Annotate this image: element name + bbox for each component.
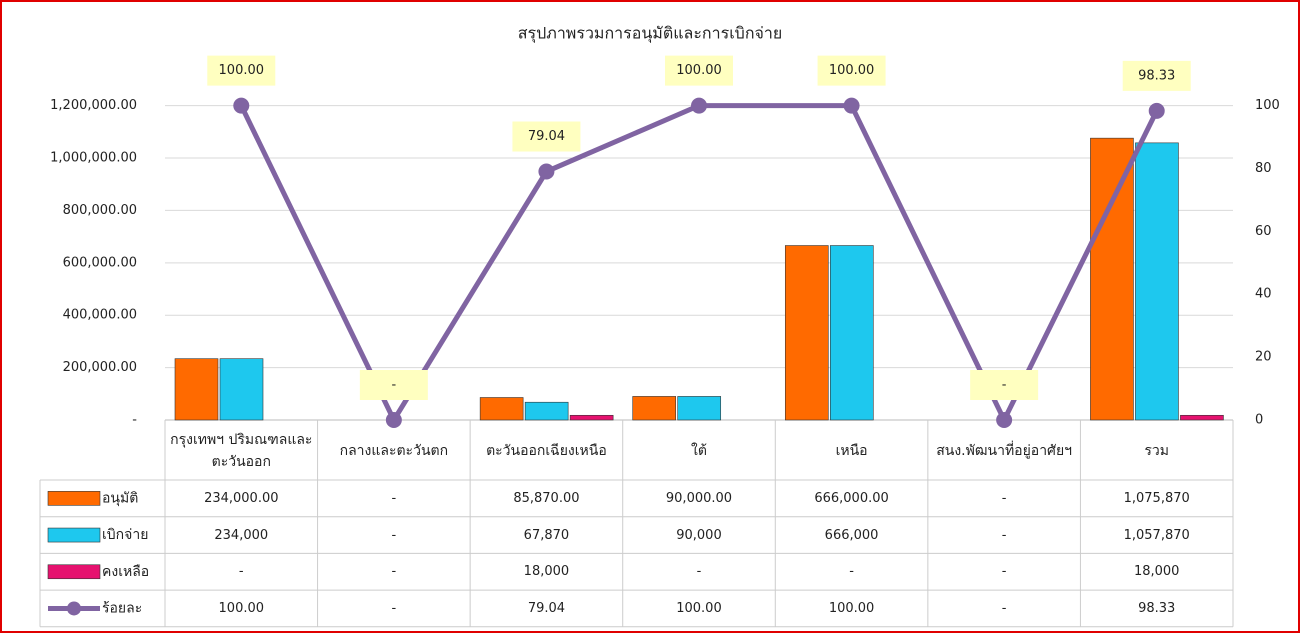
table-cell: -	[391, 527, 397, 543]
table-cell: -	[391, 564, 397, 580]
table-cell: 67,870	[523, 527, 570, 543]
legend-label: ร้อยละ	[102, 600, 142, 616]
bar	[784, 245, 829, 421]
line-marker	[385, 412, 402, 428]
table-cell: -	[1001, 490, 1007, 506]
chart-title: สรุปภาพรวมการอนุมัติและการเบิกจ่าย	[518, 24, 783, 44]
line-marker	[233, 97, 250, 114]
table-cell: 666,000	[824, 527, 879, 543]
data-label: 98.33	[1138, 68, 1175, 83]
table-cell: 98.33	[1138, 600, 1176, 616]
table-cell: -	[1001, 600, 1007, 616]
table-cell: 18,000	[1133, 564, 1180, 580]
y2-tick-label: 40	[1255, 287, 1272, 302]
y-tick-label: 200,000.00	[63, 360, 137, 375]
bar	[677, 396, 722, 421]
data-label-box	[512, 121, 581, 152]
data-label: -	[392, 378, 397, 393]
data-label-box	[359, 370, 428, 400]
legend-swatch	[47, 527, 101, 543]
bar	[829, 245, 874, 421]
legend-swatch	[47, 491, 101, 506]
table-cell: -	[238, 564, 244, 580]
table-cell: -	[696, 564, 702, 580]
data-label: 79.04	[528, 129, 565, 144]
y-tick-label: -	[132, 413, 137, 428]
x-tick-label: ตะวันออกเฉียงเหนือ	[486, 443, 607, 459]
table-cell: 1,057,870	[1123, 527, 1190, 543]
y2-tick-label: 20	[1255, 350, 1272, 365]
table-cell: 100.00	[218, 600, 265, 616]
table-cell: 100.00	[676, 600, 722, 616]
y-tick-label: 600,000.00	[63, 255, 137, 270]
table-cell: 90,000	[676, 527, 722, 543]
line-marker	[538, 163, 555, 180]
bar	[524, 401, 569, 421]
line-marker	[996, 412, 1013, 428]
y2-tick-label: 60	[1255, 224, 1272, 239]
table-cell: 100.00	[828, 600, 875, 616]
table-cell: 666,000.00	[814, 490, 889, 506]
data-label: 100.00	[829, 63, 875, 78]
table-cell: 1,075,870	[1123, 490, 1190, 506]
y2-tick-label: 80	[1255, 161, 1272, 176]
table-cell: -	[1001, 527, 1007, 543]
x-tick-label: ใต้	[691, 443, 707, 459]
data-label: 100.00	[676, 63, 722, 78]
table-cell: -	[849, 564, 854, 580]
bar	[569, 414, 614, 421]
data-label: -	[1002, 378, 1007, 393]
bar	[1180, 414, 1224, 421]
data-label-box	[665, 55, 733, 86]
legend-swatch	[47, 564, 101, 580]
bar	[632, 396, 677, 421]
x-tick-label: กรุงเทพฯ ปริมณฑลและตะวันออก	[170, 432, 313, 470]
bar	[174, 358, 219, 421]
data-label-box	[207, 55, 276, 86]
bar	[1090, 137, 1134, 421]
y-tick-label: 1,000,000.00	[50, 151, 137, 166]
table-cell: 234,000	[214, 527, 269, 543]
y-tick-label: 800,000.00	[63, 203, 137, 218]
bar	[479, 397, 524, 421]
bar	[219, 358, 264, 421]
legend-swatch	[67, 601, 81, 616]
table-cell: 90,000.00	[665, 490, 733, 506]
y2-tick-label: 100	[1255, 98, 1280, 113]
table-cell: -	[391, 600, 397, 616]
data-label: 100.00	[219, 63, 265, 78]
y-tick-label: 400,000.00	[63, 308, 137, 323]
table-cell: 85,870.00	[513, 490, 580, 506]
table-cell: -	[1001, 564, 1007, 580]
table-cell: 234,000.00	[204, 490, 279, 506]
x-tick-label: กลางและตะวันตก	[339, 443, 449, 459]
y2-tick-label: 0	[1255, 413, 1263, 428]
x-tick-label: เหนือ	[835, 443, 868, 459]
y-tick-label: 1,200,000.00	[50, 98, 137, 113]
x-tick-label: สนง.พัฒนาที่อยู่อาศัยฯ	[936, 443, 1073, 459]
bar	[1135, 142, 1179, 421]
line-marker	[843, 97, 860, 114]
table-cell: 18,000	[523, 564, 570, 580]
legend-label: เบิกจ่าย	[102, 527, 148, 543]
data-label-box	[970, 370, 1039, 400]
x-tick-label: รวม	[1144, 443, 1169, 459]
data-label-box	[817, 55, 886, 86]
table-cell: -	[391, 490, 397, 506]
legend-label: อนุมัติ	[102, 490, 138, 506]
table-cell: 79.04	[527, 600, 566, 616]
data-label-box	[1122, 60, 1191, 91]
legend-label: คงเหลือ	[102, 564, 149, 580]
line-marker	[691, 97, 707, 114]
line-marker	[1148, 102, 1165, 119]
